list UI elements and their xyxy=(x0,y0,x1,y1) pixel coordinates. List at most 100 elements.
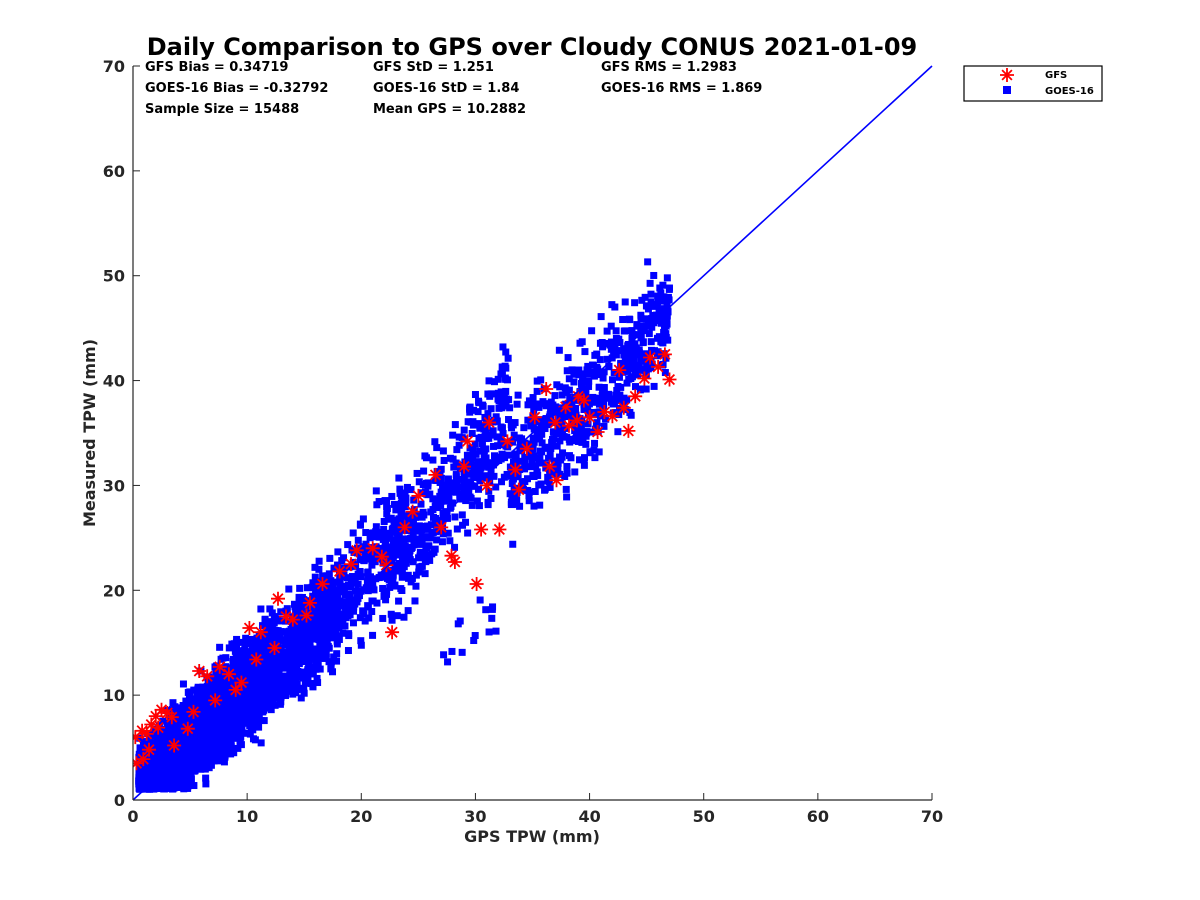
goes-point xyxy=(323,594,331,602)
goes-point xyxy=(492,483,500,491)
goes-point xyxy=(174,743,182,751)
goes-point xyxy=(339,619,347,627)
goes-point xyxy=(373,599,381,607)
goes-point xyxy=(200,688,208,696)
goes-point xyxy=(302,634,310,642)
goes-point xyxy=(407,544,415,552)
goes-point xyxy=(383,552,391,560)
goes-point xyxy=(518,478,526,486)
goes-point xyxy=(267,661,275,669)
goes-point xyxy=(186,741,194,749)
goes-point xyxy=(395,559,403,567)
goes-point xyxy=(400,550,408,558)
goes-point xyxy=(242,634,250,642)
goes-point xyxy=(185,692,193,700)
goes-point xyxy=(226,691,234,699)
goes-point xyxy=(268,622,276,630)
goes-point xyxy=(169,768,177,776)
goes-point xyxy=(254,635,262,643)
goes-point xyxy=(211,707,219,715)
goes-point xyxy=(365,614,373,622)
goes-point xyxy=(451,543,459,551)
goes-point xyxy=(256,678,264,686)
goes-point xyxy=(482,454,490,462)
goes-point xyxy=(259,682,267,690)
goes-point xyxy=(514,391,522,399)
goes-point xyxy=(439,509,447,517)
goes-point xyxy=(449,499,457,507)
goes-point xyxy=(504,354,512,362)
goes-point xyxy=(446,454,454,462)
goes-point xyxy=(304,605,312,613)
goes-point xyxy=(354,573,362,581)
goes-point xyxy=(485,463,493,471)
goes-point xyxy=(391,546,399,554)
goes-point xyxy=(407,578,415,586)
goes-point xyxy=(456,461,464,469)
goes-point xyxy=(553,442,561,450)
goes-point xyxy=(264,685,272,693)
goes-point xyxy=(427,508,435,516)
goes-point xyxy=(210,757,218,765)
goes-point xyxy=(474,458,482,466)
goes-point xyxy=(250,665,258,673)
goes-point xyxy=(574,437,582,445)
goes-point xyxy=(416,540,424,548)
goes-point xyxy=(138,764,146,772)
goes-point xyxy=(221,730,229,738)
goes-point xyxy=(420,551,428,559)
goes-point xyxy=(455,441,463,449)
goes-point xyxy=(340,554,348,562)
goes-point xyxy=(251,736,259,744)
goes-point xyxy=(584,406,592,414)
goes-point xyxy=(215,722,223,730)
goes-point xyxy=(578,338,586,346)
goes-point xyxy=(490,472,498,480)
goes-point xyxy=(164,722,172,730)
goes-point xyxy=(525,492,533,500)
goes-point xyxy=(223,720,231,728)
goes-point xyxy=(318,594,326,602)
goes-point xyxy=(207,683,215,691)
goes-point xyxy=(236,728,244,736)
goes-point xyxy=(529,434,537,442)
goes-point xyxy=(415,568,423,576)
goes-point xyxy=(316,642,324,650)
goes-point xyxy=(143,756,151,764)
goes-point xyxy=(356,556,364,564)
goes-point xyxy=(630,357,638,365)
goes-point xyxy=(327,658,335,666)
goes-point xyxy=(429,456,437,464)
goes-point xyxy=(631,299,639,307)
goes-point xyxy=(460,483,468,491)
goes-point xyxy=(277,698,285,706)
goes-point xyxy=(477,433,485,441)
goes-point xyxy=(449,479,457,487)
goes-point xyxy=(398,555,406,563)
goes-point xyxy=(314,679,322,687)
goes-point xyxy=(154,738,162,746)
goes-point xyxy=(357,641,365,649)
goes-point xyxy=(294,617,302,625)
goes-point xyxy=(424,551,432,559)
goes-point xyxy=(361,617,369,625)
goes-point xyxy=(480,425,488,433)
goes-point xyxy=(471,440,479,448)
goes-point xyxy=(529,394,537,402)
goes-point xyxy=(563,367,571,375)
goes-point xyxy=(382,596,390,604)
goes-point xyxy=(416,548,424,556)
goes-point xyxy=(572,404,580,412)
goes-point xyxy=(195,704,203,712)
goes-point xyxy=(167,728,175,736)
goes-point xyxy=(280,677,288,685)
goes-point xyxy=(277,636,285,644)
goes-point xyxy=(368,607,376,615)
goes-point xyxy=(398,568,406,576)
goes-point xyxy=(341,591,349,599)
goes-point xyxy=(249,684,257,692)
goes-point xyxy=(278,687,286,695)
goes-point xyxy=(191,742,199,750)
goes-point xyxy=(649,302,657,310)
goes-point xyxy=(409,530,417,538)
